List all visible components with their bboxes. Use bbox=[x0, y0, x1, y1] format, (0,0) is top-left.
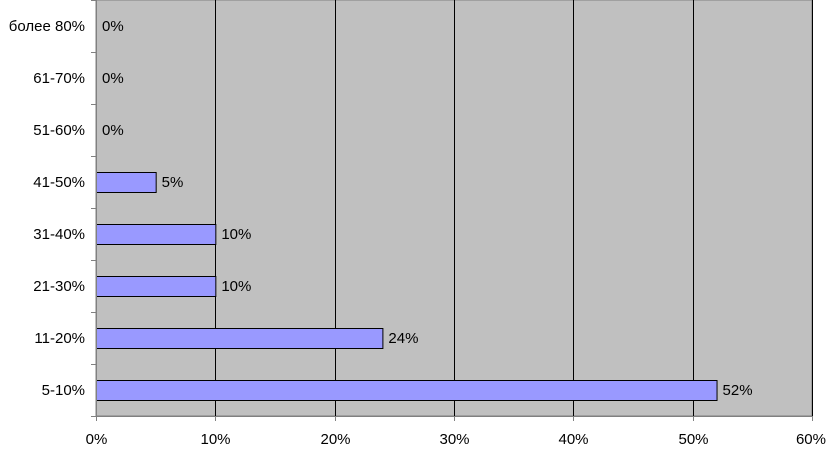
bar-3 bbox=[96, 276, 217, 297]
x-tick-label: 40% bbox=[558, 431, 588, 448]
data-label: 0% bbox=[102, 122, 124, 139]
x-tick-label: 50% bbox=[678, 431, 708, 448]
data-label: 24% bbox=[388, 330, 418, 347]
y-tick-label: 5-10% bbox=[42, 382, 85, 399]
y-tick-label: более 80% bbox=[9, 18, 85, 35]
bar-1 bbox=[96, 380, 718, 401]
y-tick-label: 21-30% bbox=[33, 278, 85, 295]
bar-5 bbox=[96, 172, 157, 193]
x-tick-label: 0% bbox=[86, 431, 108, 448]
data-label: 10% bbox=[221, 226, 251, 243]
bar-4 bbox=[96, 224, 217, 245]
labels: 0% 10% 20% 30% 40% 50% 60% 5-10% 52% 11-20% 24% 21-… bbox=[9, 18, 826, 448]
bar-2 bbox=[96, 328, 384, 349]
data-label: 0% bbox=[102, 18, 124, 35]
x-tick-label: 10% bbox=[200, 431, 230, 448]
bars bbox=[96, 172, 718, 401]
y-tick-label: 61-70% bbox=[33, 70, 85, 87]
x-tick-label: 20% bbox=[320, 431, 350, 448]
x-tick-label: 30% bbox=[439, 431, 469, 448]
data-label: 52% bbox=[723, 382, 753, 399]
y-tick-label: 11-20% bbox=[34, 330, 85, 347]
data-label: 10% bbox=[221, 278, 251, 295]
y-tick-label: 31-40% bbox=[33, 226, 85, 243]
y-tick-label: 51-60% bbox=[33, 122, 85, 139]
x-tick-label: 60% bbox=[796, 431, 826, 448]
y-tick-label: 41-50% bbox=[33, 174, 85, 191]
grid-lines bbox=[215, 0, 813, 416]
axes bbox=[91, 0, 813, 421]
data-label: 0% bbox=[102, 70, 124, 87]
data-label: 5% bbox=[162, 174, 184, 191]
